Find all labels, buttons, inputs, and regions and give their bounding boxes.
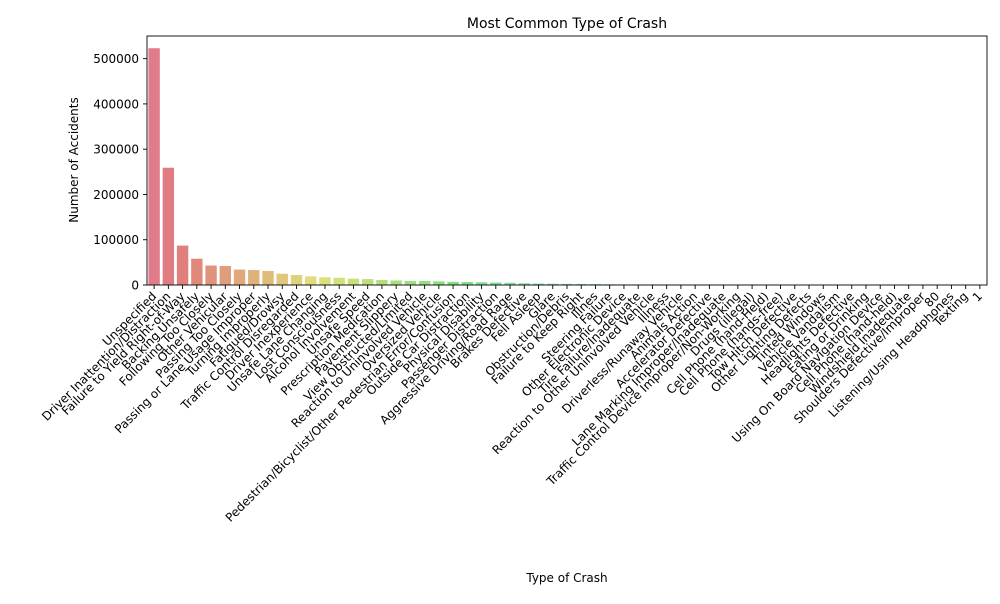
bar-1 bbox=[163, 168, 174, 285]
y-tick-label: 500000 bbox=[93, 52, 139, 66]
bar-6 bbox=[234, 270, 245, 285]
bar-8 bbox=[262, 271, 273, 285]
y-tick-label: 300000 bbox=[93, 143, 139, 157]
bar-4 bbox=[205, 266, 216, 285]
bars-group bbox=[148, 48, 971, 285]
bar-9 bbox=[277, 274, 288, 285]
chart-title: Most Common Type of Crash bbox=[467, 16, 667, 32]
bar-2 bbox=[177, 246, 188, 285]
bar-7 bbox=[248, 270, 259, 285]
y-tick-label: 100000 bbox=[93, 233, 139, 247]
bar-17 bbox=[390, 280, 401, 285]
bar-19 bbox=[419, 281, 430, 285]
bar-13 bbox=[334, 278, 345, 285]
y-tick-label: 200000 bbox=[93, 188, 139, 202]
bar-12 bbox=[319, 277, 330, 285]
axes-frame bbox=[147, 36, 987, 285]
bar-16 bbox=[376, 280, 387, 285]
bar-0 bbox=[148, 48, 159, 285]
bar-5 bbox=[220, 266, 231, 285]
bar-14 bbox=[348, 279, 359, 285]
y-tick-label: 0 bbox=[131, 279, 139, 293]
y-axis-label: Number of Accidents bbox=[67, 97, 81, 223]
y-tick-label: 400000 bbox=[93, 97, 139, 111]
bar-15 bbox=[362, 279, 373, 285]
bar-21 bbox=[447, 282, 458, 285]
bar-20 bbox=[433, 281, 444, 285]
bar-10 bbox=[291, 275, 302, 285]
x-axis-label: Type of Crash bbox=[525, 571, 607, 585]
y-axis-ticks: 0 100000 200000 300000 400000 500000 bbox=[93, 52, 147, 292]
bar-18 bbox=[405, 281, 416, 285]
x-tick-label: 1 bbox=[970, 289, 985, 304]
plot-frame bbox=[147, 36, 987, 285]
bar-3 bbox=[191, 259, 202, 285]
bar-11 bbox=[305, 276, 316, 285]
